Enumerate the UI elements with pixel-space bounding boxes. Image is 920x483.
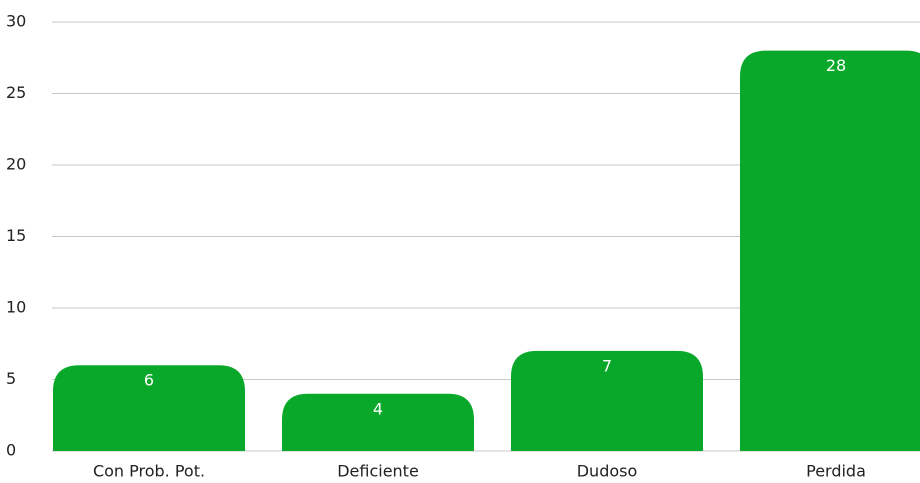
y-tick-label: 5 xyxy=(6,369,16,388)
value-label: 6 xyxy=(144,371,154,390)
value-label: 28 xyxy=(826,56,846,75)
bar xyxy=(282,393,474,451)
x-tick-label: Con Prob. Pot. xyxy=(93,462,205,481)
x-tick-label: Dudoso xyxy=(577,462,638,481)
bar xyxy=(740,50,920,451)
y-tick-label: 15 xyxy=(6,226,26,245)
bar xyxy=(53,365,245,451)
value-label: 4 xyxy=(373,399,383,418)
value-label: 7 xyxy=(602,356,612,375)
y-tick-label: 30 xyxy=(6,12,26,31)
x-tick-label: Deficiente xyxy=(337,462,419,481)
bar xyxy=(511,350,703,451)
y-tick-label: 25 xyxy=(6,83,26,102)
y-tick-label: 20 xyxy=(6,155,26,174)
y-tick-label: 10 xyxy=(6,298,26,317)
x-tick-label: Perdida xyxy=(806,462,866,481)
y-tick-label: 0 xyxy=(6,441,16,460)
